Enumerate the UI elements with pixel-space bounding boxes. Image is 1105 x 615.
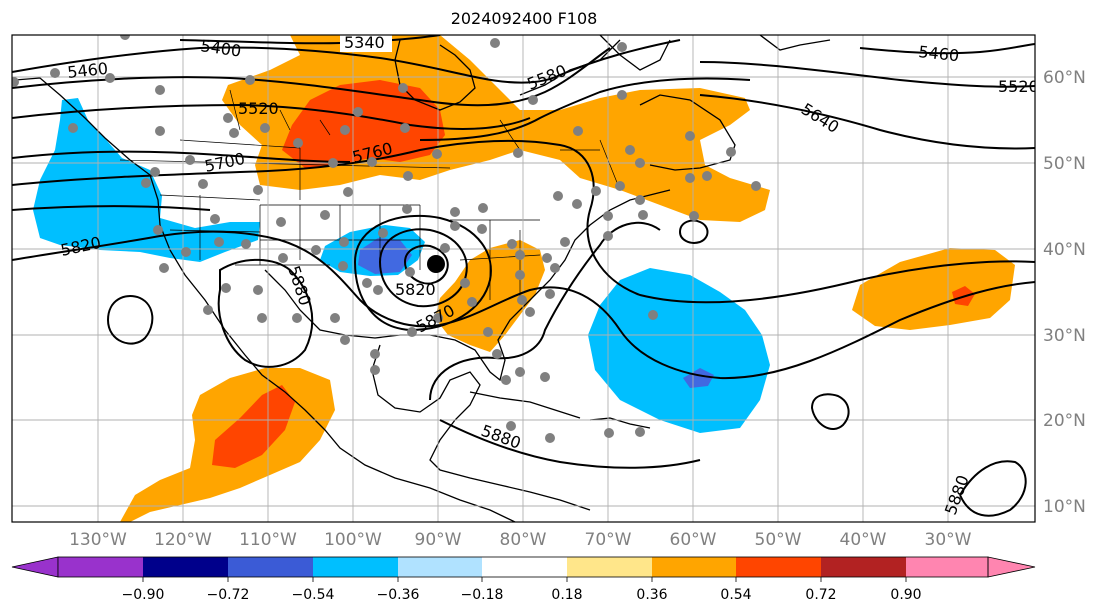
pac-circle — [106, 295, 154, 345]
contour-5880-east — [959, 460, 1027, 517]
contour-5460-east — [859, 43, 1035, 55]
svg-text:5520: 5520 — [238, 99, 279, 118]
low-center-marker — [427, 255, 445, 273]
svg-text:5520: 5520 — [998, 77, 1039, 96]
colorbar-extend-left — [11, 556, 59, 578]
svg-text:50°N: 50°N — [1043, 154, 1086, 174]
contour-5520-west — [12, 103, 531, 130]
svg-text:20°N: 20°N — [1043, 411, 1086, 431]
coastlines — [14, 35, 831, 522]
svg-text:30°W: 30°W — [925, 530, 972, 550]
canada-strong-positive — [282, 80, 445, 168]
colorbar: −0.90 −0.72 −0.54 −0.36 −0.18 0.18 0.36 … — [11, 556, 1036, 603]
svg-text:40°W: 40°W — [840, 530, 887, 550]
svg-text:60°W: 60°W — [670, 530, 717, 550]
map-frame — [11, 34, 1036, 523]
svg-text:40°N: 40°N — [1043, 240, 1086, 260]
svg-text:110°W: 110°W — [239, 530, 297, 550]
low-circle-middle — [378, 228, 468, 308]
contour-5700 — [12, 150, 351, 163]
atlantic-negative-area — [588, 268, 770, 433]
svg-text:0.54: 0.54 — [720, 587, 751, 603]
gulf-coast-line — [264, 189, 671, 382]
svg-text:5820: 5820 — [395, 280, 436, 299]
svg-text:−0.90: −0.90 — [122, 587, 165, 603]
svg-text:50°W: 50°W — [755, 530, 802, 550]
canada-positive-area — [222, 35, 770, 222]
svg-text:60°N: 60°N — [1043, 68, 1086, 88]
contour-5760 — [12, 139, 1035, 304]
svg-text:30°N: 30°N — [1043, 326, 1086, 346]
mexico-strong-positive — [212, 385, 295, 468]
hispaniola-line — [589, 417, 651, 429]
hudson-bay-line — [394, 39, 476, 111]
svg-text:70°W: 70°W — [585, 530, 632, 550]
atl-circle-small — [678, 219, 709, 244]
svg-text:130°W: 130°W — [69, 530, 127, 550]
low-circle-inner — [403, 244, 449, 285]
contour-5820 — [12, 230, 1035, 380]
pacific-coast-line — [14, 77, 516, 522]
svg-text:80°W: 80°W — [500, 530, 547, 550]
contour-labels: 5340 5400 5460 5460 5520 5520 5580 5640 … — [59, 33, 1039, 517]
station-dots — [12, 35, 761, 443]
svg-text:120°W: 120°W — [154, 530, 212, 550]
map-title: 2024092400 F108 — [450, 9, 598, 28]
atlantic-strong-negative — [683, 368, 714, 388]
contour-5880-mex — [217, 258, 314, 368]
colorbar-extend-right — [987, 556, 1036, 578]
greenland-line — [599, 35, 831, 71]
svg-text:0.90: 0.90 — [890, 587, 921, 603]
svg-text:5460: 5460 — [918, 42, 960, 65]
yucatan-line — [371, 344, 591, 511]
central-strong-negative — [358, 238, 412, 274]
svg-text:0.18: 0.18 — [551, 587, 582, 603]
east-atlantic-positive-area — [852, 248, 1015, 330]
contour-5880-south — [439, 419, 701, 469]
latitude-labels: 60°N 50°N 40°N 30°N 20°N 10°N — [1043, 68, 1086, 517]
svg-text:5340: 5340 — [344, 33, 385, 52]
contour-5400 — [12, 39, 681, 84]
svg-text:−0.54: −0.54 — [292, 587, 335, 603]
svg-text:100°W: 100°W — [324, 530, 382, 550]
contour-5460-west — [12, 47, 611, 107]
svg-text:10°N: 10°N — [1043, 497, 1086, 517]
svg-text:−0.36: −0.36 — [377, 587, 420, 603]
svg-text:90°W: 90°W — [415, 530, 462, 550]
contour-5820-inner — [12, 205, 211, 211]
atl-small-circle — [810, 393, 850, 430]
svg-text:−0.72: −0.72 — [207, 587, 250, 603]
svg-text:−0.18: −0.18 — [461, 587, 504, 603]
anomaly-shading — [33, 35, 1015, 522]
low-circle-outer — [353, 214, 492, 332]
longitude-labels: 130°W 120°W 110°W 100°W 90°W 80°W 70°W 6… — [69, 530, 972, 550]
contour-5580 — [419, 77, 751, 141]
svg-text:5460: 5460 — [66, 59, 108, 82]
contour-5640 — [699, 94, 1035, 150]
svg-text:0.72: 0.72 — [805, 587, 836, 603]
cuba-line — [469, 391, 581, 419]
contour-5520-east — [699, 61, 1035, 88]
svg-text:0.36: 0.36 — [636, 587, 667, 603]
